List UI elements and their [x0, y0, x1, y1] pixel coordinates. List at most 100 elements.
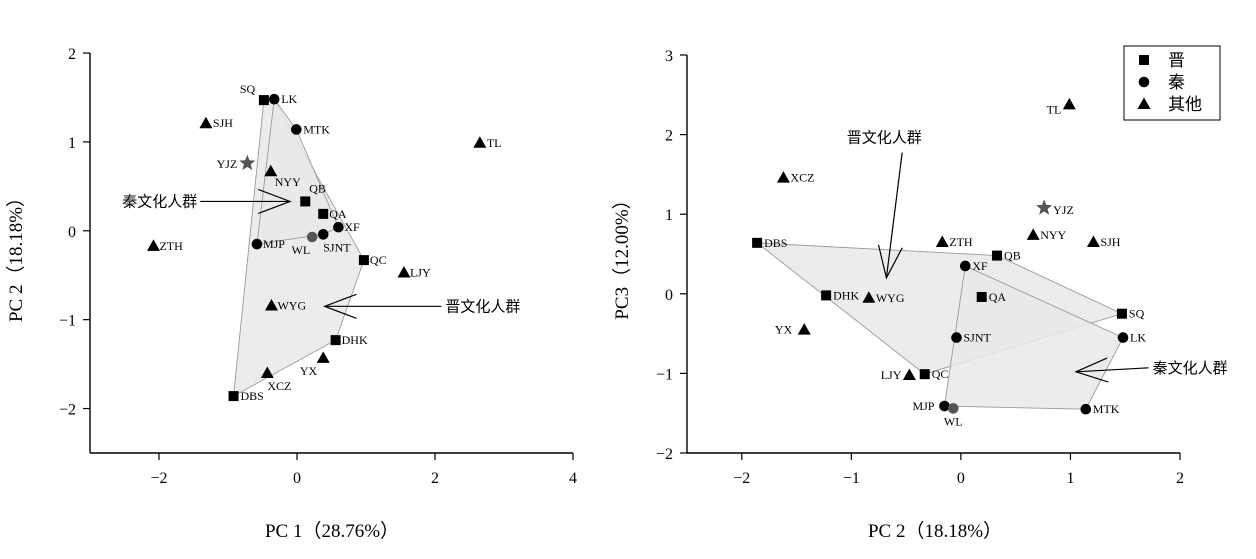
data-point-dbs: DBS: [228, 389, 264, 403]
data-point-sjh: SJH: [1086, 235, 1121, 249]
marker-sq: [1116, 308, 1127, 319]
data-point-sjh: SJH: [199, 116, 233, 130]
y-tick-label: 2: [665, 128, 673, 145]
marker-wl: [306, 231, 318, 243]
x-tick-label: 2: [431, 470, 439, 487]
marker-mtk: [1080, 403, 1092, 415]
marker-yx: [316, 351, 330, 363]
pca-plot-pc1-pc2: −2 0 2 4 −2 −1 0 1 2 PC 1（28.76%） PC 2（18.18%） SQ LK…: [5, 46, 577, 542]
data-point-mtk: MTK: [1080, 402, 1120, 416]
data-point-ljy: LJY: [881, 368, 916, 382]
data-point-qa: QA: [976, 290, 1006, 304]
marker-yjz: [1036, 199, 1053, 215]
marker-tl: [1062, 97, 1076, 110]
annotation-arrow-0-head: [877, 244, 903, 280]
point-label-wl: WL: [944, 414, 963, 428]
data-point-nyy: NYY: [1026, 228, 1067, 242]
point-label-dhk: DHK: [833, 288, 859, 302]
marker-nyy: [264, 164, 278, 177]
marker-xf: [333, 221, 344, 233]
point-label-wyg: WYG: [277, 298, 306, 312]
data-point-ljy: LJY: [397, 266, 431, 280]
y-tick-label: 0: [665, 287, 673, 304]
annotation-arrow-1-head: [322, 293, 357, 319]
data-point-sq: SQ: [240, 82, 269, 106]
point-label-qa: QA: [329, 207, 347, 221]
data-point-dbs: DBS: [752, 236, 787, 250]
data-point-lk: LK: [268, 92, 298, 106]
point-label-wyg: WYG: [876, 291, 905, 305]
marker-wl: [947, 403, 959, 414]
data-point-wl: WL: [292, 231, 318, 257]
marker-tl: [473, 136, 487, 148]
point-label-yjz: YJZ: [217, 157, 238, 171]
x-tick-label: −1: [843, 470, 860, 487]
y-axis-title: PC3（12.00%）: [611, 190, 633, 319]
data-point-tl: TL: [473, 136, 502, 150]
point-label-yjz: YJZ: [1053, 203, 1074, 217]
marker-qa: [318, 208, 329, 219]
point-label-zth: ZTH: [949, 235, 973, 249]
data-point-mjp: MJP: [912, 399, 950, 413]
data-point-yjz: YJZ: [1036, 199, 1074, 217]
point-label-mjp: MJP: [912, 399, 934, 413]
data-point-dhk: DHK: [821, 288, 859, 302]
data-point-mtk: MTK: [291, 122, 330, 136]
data-point-xcz: XCZ: [260, 366, 291, 393]
x-tick-label: 0: [957, 470, 965, 487]
legend-entry-label: 其他: [1168, 95, 1202, 114]
marker-qb: [300, 196, 311, 207]
annotation-arrow-0: [200, 188, 292, 214]
data-point-yx: YX: [775, 323, 811, 337]
marker-xf: [959, 260, 971, 272]
point-label-sq: SQ: [1129, 307, 1145, 321]
data-point-zth: ZTH: [935, 235, 973, 249]
data-point-dhk: DHK: [330, 333, 368, 347]
point-label-tl: TL: [1047, 102, 1062, 116]
y-tick-label: −2: [656, 446, 673, 463]
point-label-ljy: LJY: [881, 368, 902, 382]
x-axis-title: PC 2（18.18%）: [868, 520, 1002, 542]
marker-qc: [358, 255, 369, 266]
marker-sq: [258, 95, 269, 106]
data-point-xf: XF: [333, 220, 360, 234]
point-label-sjnt: SJNT: [323, 240, 351, 254]
data-point-qa: QA: [318, 207, 347, 221]
legend-marker-square: [1139, 55, 1149, 65]
y-tick-label: 3: [665, 48, 673, 65]
data-point-xcz: XCZ: [776, 171, 814, 185]
point-label-xf: XF: [972, 259, 988, 273]
point-label-lk: LK: [1130, 331, 1146, 345]
point-label-dbs: DBS: [764, 236, 787, 250]
annotation-label-0: 晋文化人群: [847, 130, 922, 147]
x-tick-label: 0: [293, 470, 301, 487]
marker-dhk: [330, 335, 341, 346]
point-label-zth: ZTH: [159, 239, 183, 253]
marker-lk: [268, 93, 280, 105]
annotation-label-1: 晋文化人群: [445, 298, 520, 315]
point-label-mjp: MJP: [263, 237, 285, 251]
hull-qin-culture: [256, 98, 339, 245]
point-label-xf: XF: [344, 220, 360, 234]
data-point-zth: ZTH: [146, 239, 183, 253]
annotation-arrow-0: [877, 152, 903, 280]
annotation-arrow-1-head: [1074, 357, 1109, 383]
point-label-qc: QC: [370, 253, 387, 267]
point-label-yx: YX: [300, 364, 318, 378]
marker-mtk: [291, 124, 302, 135]
point-label-dbs: DBS: [241, 389, 264, 403]
point-label-mtk: MTK: [1093, 402, 1120, 416]
legend-entry-label: 晋: [1168, 51, 1185, 70]
marker-yx: [797, 323, 811, 335]
data-point-tl: TL: [1047, 97, 1076, 116]
data-point-wyg: WYG: [264, 298, 306, 312]
y-axis-title: PC 2（18.18%）: [5, 188, 27, 322]
data-point-qc: QC: [358, 253, 387, 267]
point-label-sq: SQ: [240, 82, 256, 96]
marker-lk: [1117, 332, 1129, 343]
marker-ljy: [397, 266, 411, 278]
marker-qc: [919, 369, 930, 380]
legend-entry-label: 秦: [1168, 73, 1185, 92]
y-tick-label: 0: [68, 224, 76, 241]
